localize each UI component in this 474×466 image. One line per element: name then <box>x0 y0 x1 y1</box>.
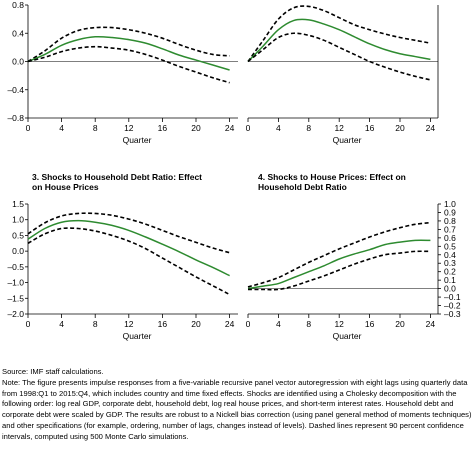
source-line: Source: IMF staff calculations. <box>2 367 104 376</box>
panel-1: 0 4 8 12 16 20 24 Quarter –0.8 –0.4 0.0 0.4 0.8 <box>7 0 238 145</box>
x-tick-label: 20 <box>191 319 201 329</box>
x-tick-label: 20 <box>395 319 405 329</box>
x-tick-label: 0 <box>26 319 31 329</box>
x-axis-title: Quarter <box>123 135 152 145</box>
x-tick-label: 12 <box>124 123 134 133</box>
panel-4: 0 4 8 12 16 20 24Quarter–0.3–0.2–0.10.00.10.20… <box>246 199 461 341</box>
y-tick-label: 0.3 <box>444 258 456 268</box>
x-tick-label: 20 <box>191 123 201 133</box>
y-tick-label: –0.1 <box>444 292 461 302</box>
x-tick-label: 24 <box>426 319 436 329</box>
x-tick-label: 4 <box>276 123 281 133</box>
x-tick-label: 8 <box>93 319 98 329</box>
y-tick-label: 1.0 <box>444 199 456 209</box>
confidence-band-lower <box>247 32 431 81</box>
impulse-response-line <box>27 35 230 71</box>
x-tick-label: 20 <box>395 123 405 133</box>
x-tick-label: 8 <box>306 123 311 133</box>
x-tick-label: 0 <box>26 123 31 133</box>
y-tick-label: 1.5 <box>12 199 24 209</box>
y-tick-label: 0.4 <box>12 28 24 38</box>
x-tick-label: 24 <box>225 123 235 133</box>
y-tick-label: 0.0 <box>444 284 456 294</box>
y-tick-label: 0.4 <box>444 250 456 260</box>
confidence-band-lower <box>248 250 431 291</box>
x-axis-title: Quarter <box>123 331 152 341</box>
panel-3-title: 3. Shocks to Household Debt Ratio: Effec… <box>32 172 203 192</box>
y-tick-label: 0.8 <box>444 216 456 226</box>
y-tick-label: –2.0 <box>7 309 24 319</box>
y-tick-label: –0.3 <box>444 309 461 319</box>
impulse-response-line <box>247 239 431 290</box>
x-tick-label: 16 <box>365 123 375 133</box>
y-tick-label: 0.6 <box>444 233 456 243</box>
x-tick-label: 12 <box>334 319 344 329</box>
confidence-band-upper <box>27 212 230 254</box>
y-tick-label: 0.2 <box>444 267 456 277</box>
confidence-band-lower <box>27 45 230 84</box>
y-tick-label: 0.8 <box>12 0 24 10</box>
impulse-response-line <box>247 18 431 63</box>
impulse-response-line <box>27 219 230 277</box>
y-tick-label: 1.0 <box>12 215 24 225</box>
x-tick-label: 16 <box>158 123 168 133</box>
y-tick-label: 0.5 <box>12 230 24 240</box>
x-tick-label: 16 <box>158 319 168 329</box>
y-tick-label: 0.9 <box>444 207 456 217</box>
y-tick-label: 0.0 <box>12 57 24 67</box>
x-tick-label: 24 <box>426 123 436 133</box>
panel-2: 0 4 8 12 16 20 24 Quarter <box>246 5 439 145</box>
y-tick-label: 0.5 <box>444 241 456 251</box>
y-tick-label: 0.0 <box>12 246 24 256</box>
x-tick-label: 16 <box>365 319 375 329</box>
y-tick-label: –0.4 <box>7 85 24 95</box>
x-tick-label: 4 <box>59 123 64 133</box>
x-tick-label: 8 <box>93 123 98 133</box>
y-tick-label: –0.2 <box>444 301 461 311</box>
x-tick-label: 4 <box>276 319 281 329</box>
x-tick-label: 8 <box>306 319 311 329</box>
panel-4-title: 4. Shocks to House Prices: Effect on Hou… <box>258 172 406 192</box>
figure-notes: Source: IMF staff calculations. Note: Th… <box>2 367 472 443</box>
x-tick-label: 12 <box>124 319 134 329</box>
confidence-band-upper <box>247 5 431 62</box>
confidence-band-upper <box>247 221 431 288</box>
x-tick-label: 12 <box>334 123 344 133</box>
x-tick-label: 24 <box>225 319 235 329</box>
x-axis-title: Quarter <box>333 135 362 145</box>
note-text: Note: The figure presents impulse respon… <box>2 377 472 441</box>
y-tick-label: –1.5 <box>7 293 24 303</box>
y-tick-label: 0.1 <box>444 275 456 285</box>
x-axis-title: Quarter <box>333 331 362 341</box>
x-tick-label: 4 <box>59 319 64 329</box>
panel-3: 0 4 8 12 16 20 24 Quarter –2.0 –1.5 –1.0 –0.5 0.0 0.5… <box>7 199 238 341</box>
confidence-band-lower <box>27 227 230 296</box>
y-tick-label: –0.5 <box>7 262 24 272</box>
y-tick-label: –1.0 <box>7 278 24 288</box>
x-tick-label: 0 <box>246 123 251 133</box>
x-tick-label: 0 <box>246 319 251 329</box>
confidence-band-upper <box>27 26 230 63</box>
y-tick-label: –0.8 <box>7 113 24 123</box>
y-tick-label: 0.7 <box>444 224 456 234</box>
